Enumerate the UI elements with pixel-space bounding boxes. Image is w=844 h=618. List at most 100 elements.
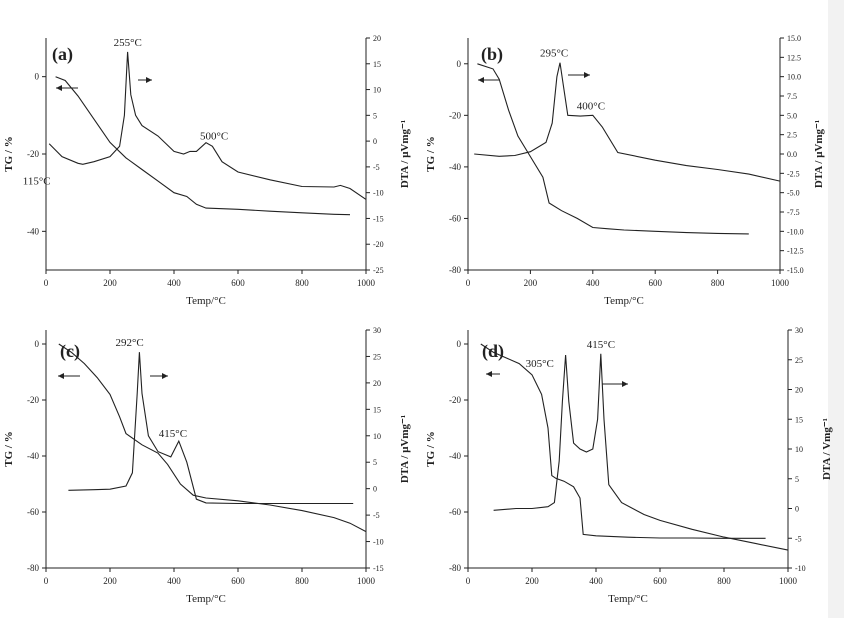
peak-annotation: 415°C [159, 428, 187, 440]
y-tick-label: -60 [449, 507, 461, 517]
x-tick-label: 600 [648, 278, 662, 288]
y2-tick-label: -25 [373, 266, 384, 275]
y2-tick-label: -15 [373, 214, 384, 223]
axis-arrowhead [58, 373, 64, 379]
y2-tick-label: -10 [795, 564, 806, 573]
y2-tick-label: 0 [373, 485, 377, 494]
chart-panel-1: 0 200 400 600 800 1000 -80 -60 -40 -20 0 -15.0 -12.5… [425, 34, 825, 307]
y-tick-label: -40 [27, 451, 39, 461]
axis-arrowhead [162, 373, 168, 379]
y-tick-label: -80 [449, 265, 461, 275]
y2-tick-label: 25 [795, 356, 803, 365]
y2-tick-label: -10.0 [787, 227, 804, 236]
peak-annotation: 255°C [114, 37, 142, 49]
x-tick-label: 800 [295, 576, 309, 586]
x-tick-label: 600 [653, 576, 667, 586]
x-tick-label: 400 [167, 576, 181, 586]
y-axis-title-left: TG / % [3, 431, 15, 466]
y2-tick-label: 10 [795, 445, 803, 454]
series-line-dta [493, 353, 789, 551]
y-axis-title-left: TG / % [425, 136, 437, 171]
peak-annotation: 415°C [587, 339, 615, 351]
x-tick-label: 200 [525, 576, 539, 586]
y2-tick-label: -5.0 [787, 189, 800, 198]
y2-tick-label: 2.5 [787, 131, 797, 140]
y2-tick-label: 5 [373, 111, 377, 120]
series-line-tg [58, 343, 367, 533]
x-tick-label: 200 [103, 278, 117, 288]
series-line-tg [55, 76, 351, 216]
axis-arrowhead [478, 77, 484, 83]
y2-tick-label: -10 [373, 189, 384, 198]
y-tick-label: -20 [449, 110, 461, 120]
y-tick-label: -60 [449, 213, 461, 223]
x-tick-label: 600 [231, 278, 245, 288]
axis-arrowhead [622, 381, 628, 387]
peak-annotation: 500°C [200, 131, 228, 143]
y2-tick-label: 5.0 [787, 111, 797, 120]
y-tick-label: -80 [27, 563, 39, 573]
y2-tick-label: 0 [373, 137, 377, 146]
peak-annotation: 305°C [526, 358, 554, 370]
y-axis-title-right: DTA / μVmg⁻¹ [813, 120, 825, 188]
x-tick-label: 200 [524, 278, 538, 288]
x-tick-label: 0 [44, 576, 49, 586]
y-tick-label: -40 [449, 451, 461, 461]
x-tick-label: 800 [717, 576, 731, 586]
y2-tick-label: 5 [795, 475, 799, 484]
y2-tick-label: -2.5 [787, 169, 800, 178]
y2-tick-label: -5 [795, 534, 802, 543]
y-tick-label: -20 [27, 149, 39, 159]
series-line-tg [480, 343, 766, 539]
peak-annotation: 115°C [23, 175, 51, 187]
y2-tick-label: 5 [373, 458, 377, 467]
y-axis-title-right: DTA / μVmg⁻¹ [399, 120, 411, 188]
y2-tick-label: 15 [373, 60, 381, 69]
y2-tick-label: 15.0 [787, 34, 801, 43]
x-tick-label: 400 [167, 278, 181, 288]
series-line-dta [68, 352, 354, 505]
x-axis-title: Temp/°C [186, 295, 226, 307]
y2-tick-label: -15.0 [787, 266, 804, 275]
y-tick-label: -40 [449, 162, 461, 172]
peak-annotation: 400°C [577, 100, 605, 112]
x-axis-title: Temp/°C [604, 295, 644, 307]
axis-arrowhead [146, 77, 152, 83]
x-axis-title: Temp/°C [608, 593, 648, 605]
y2-tick-label: 0 [795, 505, 799, 514]
panel-label: (a) [52, 44, 73, 65]
x-tick-label: 1000 [357, 278, 376, 288]
y2-tick-label: 10 [373, 432, 381, 441]
page-edge-strip [828, 0, 844, 618]
y-tick-label: 0 [35, 72, 40, 82]
y-axis-title-left: TG / % [425, 431, 437, 466]
y-tick-label: -80 [449, 563, 461, 573]
chart-panel-0: 0 200 400 600 800 1000 -40 -20 0 -25 -20 -15 -10 -5 0 5… [3, 34, 411, 307]
y2-tick-label: 10 [373, 86, 381, 95]
y2-tick-label: 30 [795, 326, 803, 335]
y2-tick-label: -10 [373, 538, 384, 547]
y-axis-title-right: DTA / μVmg⁻¹ [399, 415, 411, 483]
y2-tick-label: 20 [373, 379, 381, 388]
y2-tick-label: 0.0 [787, 150, 797, 159]
y-tick-label: -40 [27, 226, 39, 236]
y2-tick-label: 10.0 [787, 73, 801, 82]
y-tick-label: 0 [457, 59, 462, 69]
x-tick-label: 0 [466, 576, 471, 586]
series-line-tg [477, 63, 749, 235]
y2-tick-label: 15 [373, 405, 381, 414]
y2-tick-label: 7.5 [787, 92, 797, 101]
y-tick-label: 0 [35, 339, 40, 349]
y2-tick-label: -15 [373, 564, 384, 573]
x-tick-label: 200 [103, 576, 117, 586]
peak-annotation: 295°C [540, 48, 568, 60]
y2-tick-label: 30 [373, 326, 381, 335]
chart-panel-3: 0 200 400 600 800 1000 -80 -60 -40 -20 0 -10 -5 0 5 10 1… [425, 326, 833, 605]
series-line-dta [474, 62, 781, 182]
x-tick-label: 800 [711, 278, 725, 288]
y2-tick-label: -7.5 [787, 208, 800, 217]
x-tick-label: 0 [466, 278, 471, 288]
y-tick-label: -20 [27, 395, 39, 405]
y-axis-title-right: DTA / Vmg⁻¹ [821, 418, 833, 480]
